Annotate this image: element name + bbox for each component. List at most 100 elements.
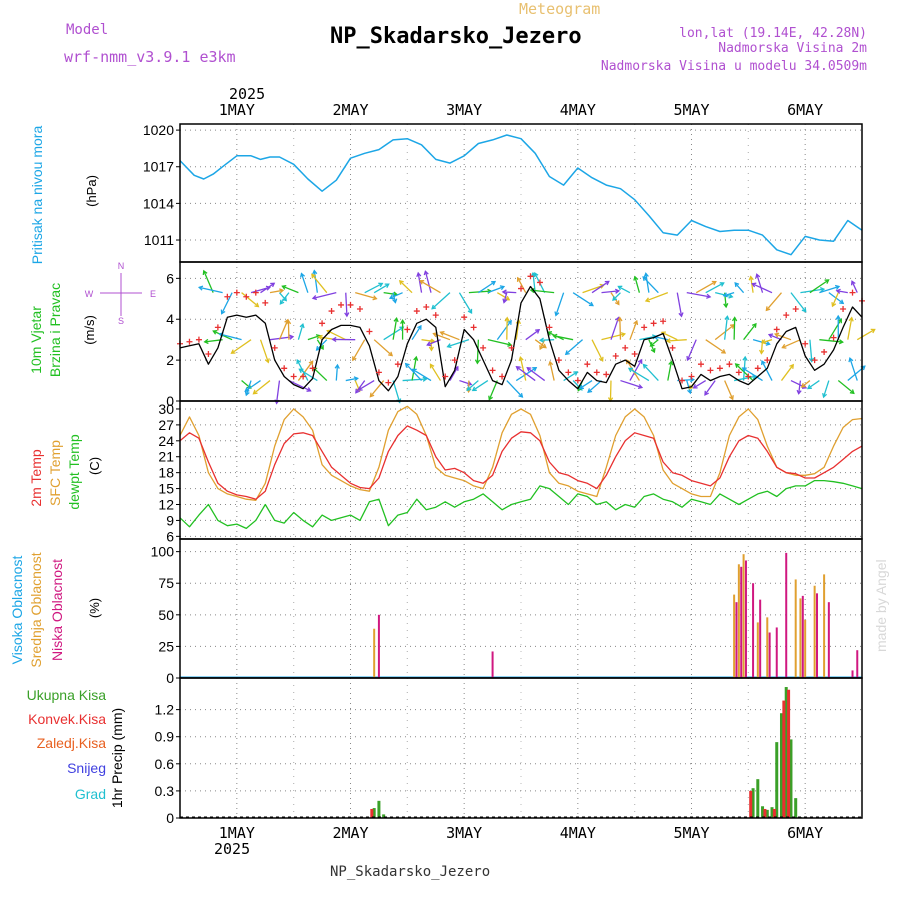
wind-arrowhead [230, 349, 236, 354]
wind-arrowhead [839, 299, 845, 305]
wind-arrowhead [831, 302, 837, 308]
cloud-low-bar [856, 650, 859, 678]
wind-arrowhead [413, 355, 419, 361]
hail-label: Grad [75, 786, 106, 802]
y-tick-label: 1017 [143, 159, 174, 175]
y-tick-label: 15 [158, 481, 174, 497]
gust-marker [546, 324, 553, 331]
wind-arrowhead [532, 367, 538, 372]
gust-marker [679, 377, 686, 384]
wind-arrow [472, 380, 489, 391]
rain-total-label: Ukupna Kisa [27, 687, 107, 703]
station-title: NP_Skadarsko_Jezero [330, 24, 582, 49]
gust-marker [224, 293, 231, 300]
wind-arrow [693, 380, 707, 389]
day-label-bottom: 5MAY [673, 824, 709, 842]
rain-total-bar [382, 814, 386, 818]
wind-arrowhead [801, 307, 807, 313]
wind-arrowhead [392, 298, 398, 304]
wind-arrow [517, 277, 527, 293]
y-tick-label: 0.9 [155, 729, 175, 745]
wind-arrow [515, 320, 520, 340]
wind-arrowhead [426, 341, 432, 347]
y-tick-label: 2 [166, 352, 174, 368]
gust-marker [432, 312, 439, 319]
wind-arrow [526, 367, 546, 382]
rain-frz-label: Zaledj.Kisa [37, 735, 106, 751]
wind-arrowhead [265, 285, 271, 291]
wind-arrowhead [835, 314, 841, 320]
wind-arrowhead [357, 386, 363, 391]
rain-conv-bar [370, 808, 374, 818]
wind-arrow [735, 363, 754, 382]
gust-marker [764, 357, 771, 364]
wind-arrow [563, 371, 578, 382]
wind-arrowhead [501, 289, 507, 295]
wind-arrow [502, 291, 517, 294]
wind-arrowhead [197, 285, 204, 291]
wind-arrowhead [285, 319, 292, 325]
wind-arrow [539, 339, 546, 350]
wind-arrowhead [849, 389, 855, 395]
wind-arrow [288, 379, 311, 392]
wind-arrowhead [614, 300, 620, 306]
wind-arrowhead [781, 343, 787, 349]
wind-arrow [411, 325, 422, 341]
wind-arrowhead [789, 363, 794, 369]
gust-marker [518, 285, 524, 292]
wind-arrowhead [604, 280, 610, 286]
wind-arrowhead [474, 359, 481, 365]
wind-arrow [705, 282, 724, 294]
wind-arrowhead [270, 282, 276, 288]
cloud-low-bar [827, 602, 830, 678]
wind-arrow [424, 271, 432, 293]
gust-marker [480, 344, 487, 351]
wind-arrow [466, 380, 479, 391]
gust-marker [470, 324, 477, 331]
wind-arrow [275, 380, 281, 404]
wind-arrowhead [554, 311, 560, 317]
cloud-mid-bar [373, 628, 376, 678]
wind-arrow [801, 380, 811, 388]
cloud-low-bar [752, 583, 755, 678]
rain-total-bar [377, 800, 381, 818]
wind-arrowhead [578, 384, 584, 390]
gust-marker [735, 369, 742, 376]
wind-arrow [661, 331, 678, 341]
wind-arrowhead [384, 283, 390, 289]
gust-marker [366, 328, 373, 335]
wind-arrow [358, 380, 375, 391]
wind-arrowhead [393, 316, 399, 323]
wind-arrowhead [353, 376, 359, 382]
gust-marker [319, 320, 326, 327]
model-elevation-label: Nadmorska Visina u modelu 34.0509m [601, 59, 867, 74]
wind-arrow [503, 292, 508, 303]
wind-arrowhead [678, 312, 684, 318]
wind-arrowhead [516, 276, 522, 282]
elevation-label: Nadmorska Visina 2m [718, 41, 867, 56]
model-name: wrf-nmm_v3.9.1 e3km [64, 48, 236, 66]
wind-arrowhead [734, 363, 740, 368]
rain-total-bar [784, 687, 788, 818]
cloud-mid-bar [794, 579, 797, 678]
cloud-mid-bar [799, 598, 802, 678]
wind-arrowhead [264, 358, 270, 364]
wind-arrowhead [808, 357, 815, 363]
wind-arrowhead [627, 367, 633, 373]
wind-arrow [373, 339, 393, 357]
gust-marker [707, 367, 714, 374]
wind-arrow [300, 273, 309, 293]
gust-marker [214, 324, 221, 331]
wind-arrowhead [617, 316, 623, 322]
day-label-top: 3MAY [446, 101, 482, 119]
wind-arrow [476, 339, 480, 364]
gust-marker [536, 279, 543, 286]
wind-arrowhead [748, 275, 754, 281]
wind-arrow [421, 339, 435, 343]
rain-conv-bar [749, 790, 753, 818]
gust-marker [385, 379, 392, 386]
wind-arrow [364, 282, 383, 294]
wind-arrowhead [848, 357, 854, 363]
y-tick-label: 1020 [143, 122, 174, 138]
